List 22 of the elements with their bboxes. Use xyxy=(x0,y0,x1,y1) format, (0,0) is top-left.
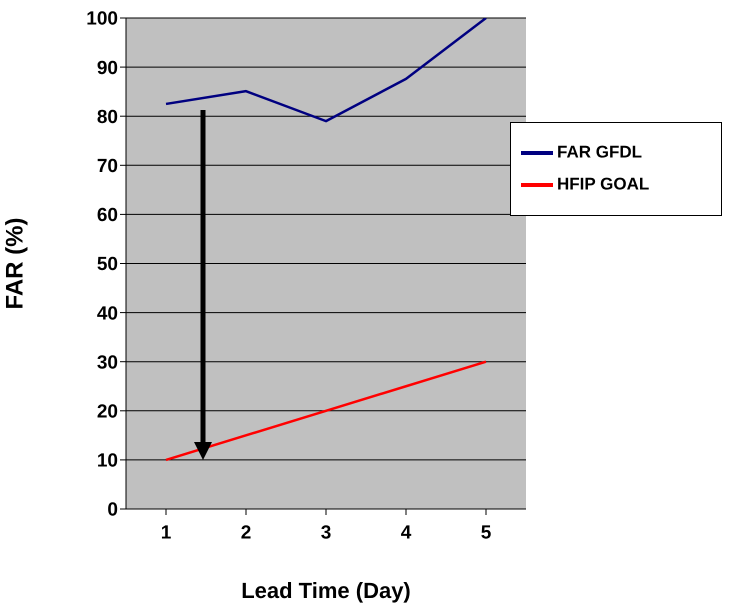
y-tick-label: 10 xyxy=(96,450,118,472)
x-tick-label: 3 xyxy=(320,522,332,544)
y-tick-label: 90 xyxy=(96,58,118,79)
y-tick-label: 70 xyxy=(96,156,118,178)
y-tick-label: 20 xyxy=(96,402,118,423)
legend-label: FAR GFDL xyxy=(557,142,642,162)
y-tick-label: 0 xyxy=(107,500,118,521)
x-tick-label: 5 xyxy=(480,522,492,544)
line-series xyxy=(164,360,488,462)
y-tick-label: 40 xyxy=(96,303,118,324)
y-tick-label: 100 xyxy=(86,8,118,30)
x-tick-label: 1 xyxy=(160,522,172,544)
x-tick-label: 2 xyxy=(240,522,252,544)
x-axis-title: Lead Time (Day) xyxy=(241,578,411,603)
y-axis-title: FAR (%) xyxy=(2,218,29,310)
y-tick-label: 60 xyxy=(96,205,118,226)
legend-label: HFIP GOAL xyxy=(557,174,650,194)
y-tick-label: 80 xyxy=(96,106,118,128)
y-tick-label: 30 xyxy=(96,352,118,374)
line-series xyxy=(164,18,488,122)
y-tick-label: 50 xyxy=(96,254,118,276)
x-tick-label: 4 xyxy=(400,522,412,544)
